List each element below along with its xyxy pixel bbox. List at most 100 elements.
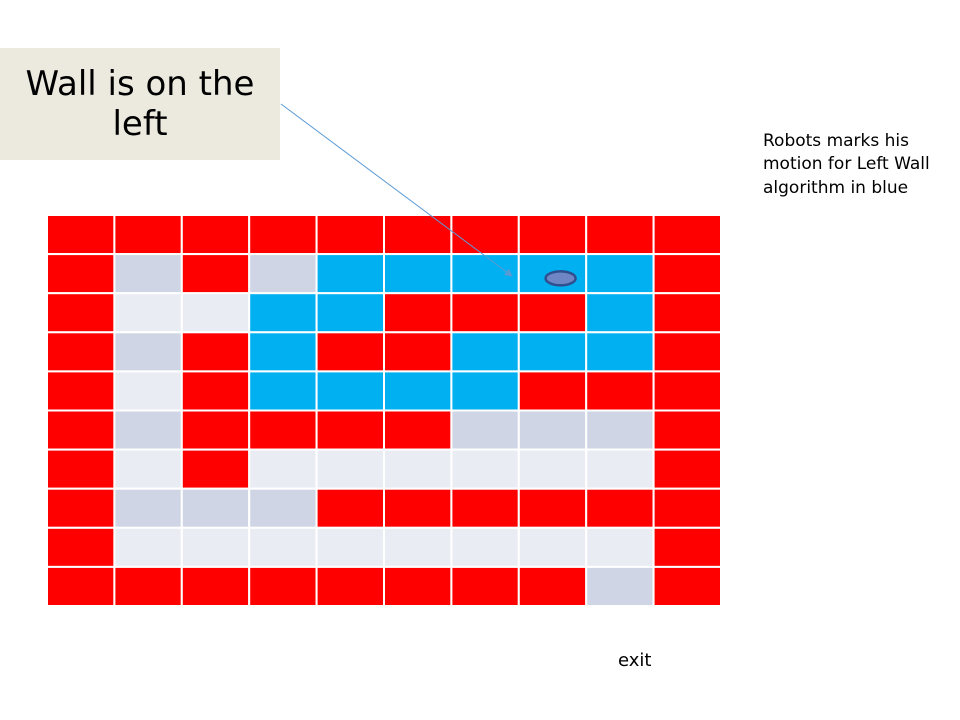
side-note: Robots marks his motion for Left Wall al… bbox=[763, 131, 930, 198]
maze-cell-open bbox=[450, 448, 520, 490]
maze-cell-wall bbox=[113, 214, 183, 256]
maze-cell-wall bbox=[315, 214, 386, 256]
maze-cell-wall bbox=[450, 292, 520, 334]
maze-cell-wall bbox=[652, 253, 722, 295]
exit-label: exit bbox=[618, 650, 652, 671]
maze-cell-open bbox=[517, 448, 588, 490]
maze-cell-wall bbox=[180, 448, 251, 490]
maze-cell-wall bbox=[652, 409, 722, 451]
maze-cell-path bbox=[585, 253, 655, 295]
maze-cell-wall bbox=[652, 370, 722, 412]
maze-cell-wall bbox=[248, 565, 318, 608]
callout-arrow bbox=[280, 103, 513, 277]
maze-cell-wall bbox=[46, 448, 116, 490]
maze-cell-wall bbox=[180, 565, 251, 608]
maze-cell-open bbox=[383, 448, 453, 490]
maze-cell-wall bbox=[46, 370, 116, 412]
maze-cell-path bbox=[248, 292, 318, 334]
maze-cell-wall bbox=[113, 565, 183, 608]
maze-cell-wall bbox=[46, 487, 116, 529]
maze-cell-open bbox=[450, 409, 520, 451]
maze-cell-open bbox=[180, 487, 251, 529]
maze-cell-wall bbox=[383, 292, 453, 334]
maze-cell-wall bbox=[517, 214, 588, 256]
maze-cell-open bbox=[248, 448, 318, 490]
maze-cell-wall bbox=[517, 292, 588, 334]
maze-cell-wall bbox=[652, 214, 722, 256]
callout-text: Wall is on the left bbox=[25, 63, 255, 144]
maze-cell-open bbox=[517, 526, 588, 568]
maze-cell-wall bbox=[383, 487, 453, 529]
maze-cell-wall bbox=[383, 565, 453, 608]
maze-cell-wall bbox=[248, 409, 318, 451]
maze-cell-wall bbox=[315, 409, 386, 451]
maze-cell-wall bbox=[46, 214, 116, 256]
maze-cell-open bbox=[585, 448, 655, 490]
maze-cell-open bbox=[180, 526, 251, 568]
maze-cell-path bbox=[517, 331, 588, 373]
maze-cell-wall bbox=[180, 331, 251, 373]
maze-cell-wall bbox=[585, 214, 655, 256]
maze-cell-open bbox=[585, 565, 655, 608]
maze-cell-wall bbox=[585, 370, 655, 412]
maze-cell-path bbox=[315, 370, 386, 412]
maze-cell-wall bbox=[450, 565, 520, 608]
maze-cell-wall bbox=[383, 331, 453, 373]
maze-cell-wall bbox=[46, 526, 116, 568]
maze-cell-open bbox=[113, 331, 183, 373]
maze-cell-wall bbox=[315, 331, 386, 373]
maze-cell-open bbox=[248, 253, 318, 295]
maze-cell-wall bbox=[180, 214, 251, 256]
maze-cell-wall bbox=[652, 487, 722, 529]
maze-cell-path bbox=[450, 370, 520, 412]
maze-cell-wall bbox=[450, 487, 520, 529]
maze-grid bbox=[46, 214, 722, 608]
maze-cell-path bbox=[585, 331, 655, 373]
maze-cell-open bbox=[113, 253, 183, 295]
maze-cell-wall bbox=[652, 448, 722, 490]
maze-cell-path bbox=[450, 331, 520, 373]
maze-cell-open bbox=[517, 409, 588, 451]
maze-cell-wall bbox=[180, 370, 251, 412]
maze-cell-path bbox=[248, 331, 318, 373]
maze-cell-open bbox=[585, 409, 655, 451]
maze-cell-wall bbox=[652, 526, 722, 568]
maze-cell-open bbox=[450, 526, 520, 568]
maze-cell-wall bbox=[315, 487, 386, 529]
maze-cell-open bbox=[113, 409, 183, 451]
maze-cell-open bbox=[113, 370, 183, 412]
maze-cell-wall bbox=[652, 292, 722, 334]
maze-cell-wall bbox=[517, 370, 588, 412]
maze-cell-wall bbox=[46, 331, 116, 373]
maze-cell-wall bbox=[585, 487, 655, 529]
maze-cell-wall bbox=[248, 214, 318, 256]
maze-cell-wall bbox=[517, 565, 588, 608]
maze-cell-wall bbox=[652, 565, 722, 608]
maze-cell-path bbox=[248, 370, 318, 412]
maze-cell-open bbox=[113, 292, 183, 334]
maze-cell-wall bbox=[383, 214, 453, 256]
maze-cell-wall bbox=[450, 214, 520, 256]
robot-marker bbox=[544, 270, 577, 287]
maze-cell-wall bbox=[46, 292, 116, 334]
maze-cell-path bbox=[585, 292, 655, 334]
maze-cell-wall bbox=[46, 253, 116, 295]
maze-cell-wall bbox=[517, 487, 588, 529]
maze-cell-wall bbox=[315, 565, 386, 608]
callout-box: Wall is on the left bbox=[0, 48, 280, 160]
maze-cell-wall bbox=[46, 565, 116, 608]
maze-cell-open bbox=[113, 526, 183, 568]
maze-cell-wall bbox=[180, 253, 251, 295]
maze-cell-open bbox=[180, 292, 251, 334]
maze-cell-wall bbox=[383, 409, 453, 451]
maze-cell-open bbox=[585, 526, 655, 568]
maze-cell-open bbox=[248, 487, 318, 529]
maze-cell-open bbox=[113, 487, 183, 529]
maze-cell-wall bbox=[180, 409, 251, 451]
maze-cell-path bbox=[383, 370, 453, 412]
maze-cell-open bbox=[315, 448, 386, 490]
maze-cell-wall bbox=[652, 331, 722, 373]
maze-cell-open bbox=[113, 448, 183, 490]
maze-cell-open bbox=[315, 526, 386, 568]
